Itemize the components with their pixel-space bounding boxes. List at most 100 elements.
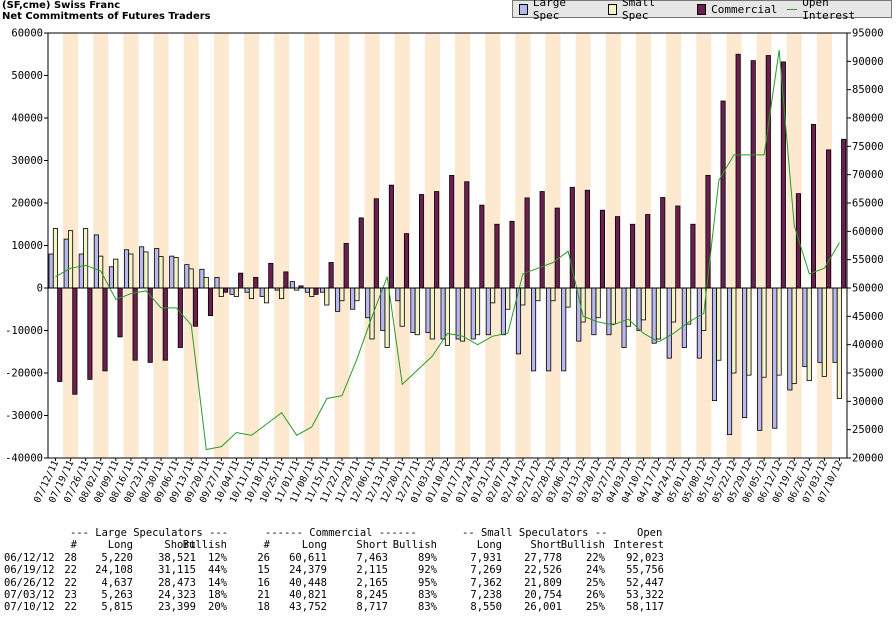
table-cell: 7,238: [470, 588, 502, 601]
bar-commercial: [207, 287, 214, 317]
bar-large-spec: [485, 287, 491, 336]
bar-large-spec: [742, 287, 748, 419]
bar-small-spec: [670, 287, 677, 323]
table-cell: 55,756: [626, 564, 664, 577]
bar-small-spec: [384, 287, 390, 348]
bar-small-spec: [354, 287, 360, 302]
bar-commercial: [434, 191, 440, 289]
bar-commercial: [162, 287, 168, 361]
bar-commercial: [554, 207, 560, 289]
bar-large-spec: [184, 264, 190, 289]
chart-title: (SF,cme) Swiss Franc: [2, 0, 121, 11]
legend-label-commercial: Commercial: [711, 2, 778, 16]
bar-commercial: [614, 216, 621, 289]
bar-commercial: [660, 197, 666, 289]
bar-commercial: [328, 262, 334, 289]
right-tick-label: 50000: [852, 283, 884, 295]
bar-commercial: [750, 60, 756, 289]
table-cell: 38,521: [158, 551, 196, 564]
left-tick-label: 60000: [11, 28, 43, 40]
bar-large-spec: [410, 287, 416, 334]
table-cell: 5,220: [101, 551, 133, 564]
bar-large-spec: [531, 287, 537, 372]
band: [183, 33, 199, 458]
bar-commercial: [449, 174, 455, 289]
bar-commercial: [645, 214, 651, 289]
legend-label-large-spec: Large Spec: [532, 0, 567, 22]
left-axis-ticks: -40000 -30000 -20000 -10000 0 10000 20000 30000…: [5, 28, 48, 465]
table-date-cell: 07/10/12: [4, 601, 55, 614]
table-column-header: Long: [301, 539, 327, 552]
table-column-header: Short: [356, 539, 388, 552]
left-tick-label: -20000: [5, 368, 43, 380]
table-row: 07/03/12 23 5,263 24,323 18% 21 40,821 8,245 83%…: [0, 589, 896, 601]
bar-commercial: [826, 149, 832, 289]
bar-large-spec: [229, 287, 235, 295]
bar-large-spec: [93, 234, 99, 289]
bar-small-spec: [610, 287, 616, 325]
bar-commercial: [765, 55, 771, 289]
bar-small-spec: [143, 251, 149, 289]
bar-commercial: [841, 138, 847, 289]
legend-item-commercial: Commercial: [697, 3, 777, 16]
legend-swatch-large-spec: [519, 3, 528, 15]
left-tick-label: 50000: [11, 70, 43, 82]
bar-commercial: [238, 272, 244, 289]
bar-small-spec: [640, 287, 646, 321]
right-axis-ticks: 20000 25000 30000 35000 40000 45000 50000 55000…: [847, 28, 884, 465]
open-interest-line: [55, 49, 840, 451]
table-date-cell: 07/03/12: [4, 588, 55, 601]
bar-large-spec: [365, 287, 371, 319]
table-date-cell: 06/26/12: [4, 576, 55, 589]
bar-large-spec: [108, 266, 115, 289]
bar-large-spec: [48, 253, 54, 289]
bar-large-spec: [319, 287, 326, 293]
right-tick-label: 40000: [852, 339, 884, 351]
chart-subtitle: Net Commitments of Futures Traders: [2, 11, 211, 22]
right-tick-label: 20000: [852, 453, 884, 465]
bar-small-spec: [520, 287, 526, 306]
band: [274, 33, 290, 458]
bar-small-spec: [791, 287, 797, 385]
bar-small-spec: [98, 255, 104, 289]
bar-commercial: [132, 287, 138, 361]
bar-commercial: [388, 184, 394, 289]
right-tick-label: 90000: [852, 56, 884, 68]
bar-small-spec: [188, 268, 194, 289]
table-cell: 26%: [586, 588, 605, 601]
bar-large-spec: [214, 276, 220, 289]
bar-small-spec: [203, 276, 209, 289]
bar-small-spec: [444, 287, 450, 346]
table-body: 06/12/12 28 5,220 38,521 12% 26 60,611 7,463 89%…: [0, 552, 896, 614]
bar-commercial: [403, 233, 410, 289]
table-cell: 60,611: [289, 551, 327, 564]
table-cell: 26,001: [524, 601, 562, 614]
table-cell: 7,463: [356, 551, 388, 564]
bar-small-spec: [173, 256, 179, 289]
band: [575, 33, 591, 458]
table-cell: 7,269: [470, 564, 502, 577]
band: [334, 33, 350, 458]
bar-large-spec: [304, 287, 310, 293]
bar-large-spec: [651, 287, 657, 344]
bar-small-spec: [716, 287, 722, 361]
table-cell: 44%: [208, 564, 227, 577]
table-cell: 22: [64, 564, 77, 577]
table-column-header: Bullish: [392, 539, 437, 552]
right-tick-label: 45000: [852, 311, 884, 323]
bar-large-spec: [591, 287, 597, 336]
bar-large-spec: [636, 287, 642, 331]
bar-commercial: [253, 276, 259, 289]
left-tick-label: 40000: [11, 113, 43, 125]
bar-commercial: [494, 223, 500, 289]
table-cell: 20,754: [524, 588, 562, 601]
legend: Large Spec Small Spec Commercial Open In…: [512, 0, 892, 22]
table-cell: 25%: [586, 576, 605, 589]
bar-commercial: [343, 242, 349, 289]
bar-commercial: [675, 205, 681, 289]
table-row: 06/12/12 28 5,220 38,521 12% 26 60,611 7,463 89%…: [0, 552, 896, 564]
bar-small-spec: [565, 287, 571, 308]
left-tick-label: 20000: [11, 198, 43, 210]
band: [213, 33, 229, 458]
bar-small-spec: [761, 287, 767, 378]
